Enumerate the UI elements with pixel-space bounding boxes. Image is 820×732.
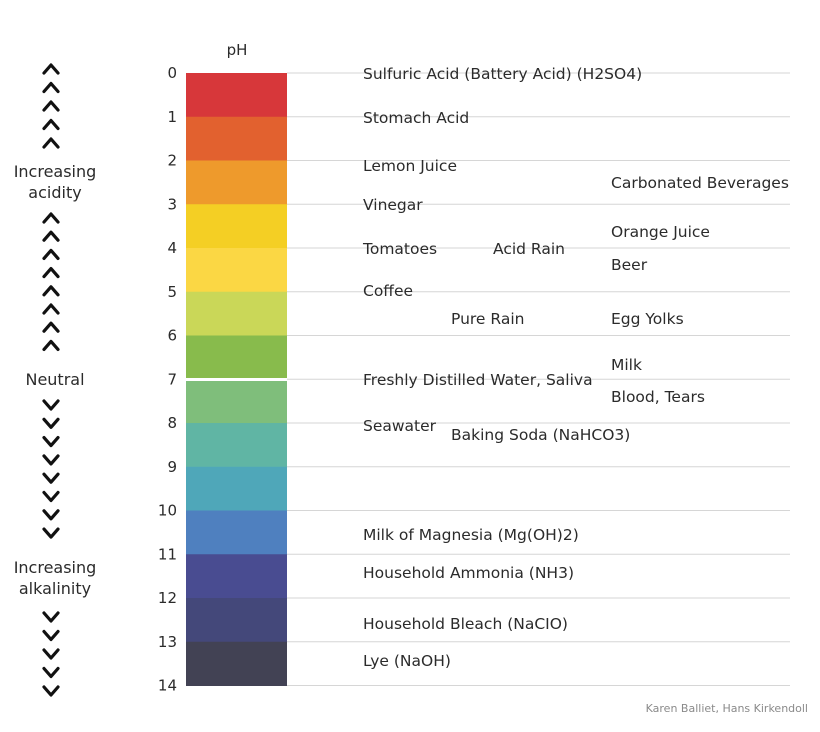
- neutral-label: Neutral: [25, 370, 84, 389]
- chevron-down-icon-23: [42, 648, 60, 660]
- ph-band-4-5: [186, 248, 287, 293]
- chevron-down-icon-22: [42, 629, 60, 642]
- ph-tick-0: 0: [167, 64, 177, 82]
- chevron-up-icon-1: [42, 81, 60, 94]
- substance-milk: Milk: [611, 356, 642, 374]
- ph-tick-8: 8: [167, 414, 177, 432]
- substance-carbonated-beverages: Carbonated Beverages: [611, 174, 789, 192]
- acidity-label-line1: Increasing: [14, 162, 97, 181]
- substance-lemon-juice: Lemon Juice: [363, 157, 457, 175]
- alkalinity-label-line2: alkalinity: [19, 579, 91, 598]
- chevron-down-icon-18: [42, 490, 60, 503]
- ph-tick-9: 9: [167, 458, 177, 476]
- chevron-up-icon-10: [42, 303, 60, 315]
- chevron-down-icon-24: [42, 666, 60, 679]
- ph-band-6-7: [186, 335, 287, 380]
- ph-color-bands: [186, 73, 287, 686]
- substance-acid-rain: Acid Rain: [493, 240, 565, 258]
- substance-coffee: Coffee: [363, 282, 413, 300]
- ph-tick-13: 13: [158, 633, 177, 651]
- substance-vinegar: Vinegar: [363, 196, 423, 214]
- substance-freshly-distilled-water-saliva: Freshly Distilled Water, Saliva: [363, 371, 593, 389]
- ph-tick-11: 11: [158, 545, 177, 563]
- chevron-up-icon-11: [42, 321, 60, 333]
- ph-band-3-4: [186, 204, 287, 249]
- chevron-up-icon-2: [42, 100, 60, 112]
- substance-milk-of-magnesia-mg-oh-2: Milk of Magnesia (Mg(OH)2): [363, 526, 579, 544]
- chevron-down-icon-13: [42, 399, 60, 411]
- ph-band-8-9: [186, 423, 287, 468]
- ph-tick-2: 2: [167, 152, 177, 170]
- alkalinity-label-line1: Increasing: [14, 558, 97, 577]
- ph-tick-1: 1: [167, 108, 177, 126]
- substance-pure-rain: Pure Rain: [451, 310, 524, 328]
- ph-axis-title: pH: [227, 41, 248, 59]
- ph-tick-6: 6: [167, 327, 177, 345]
- substance-household-ammonia-nh3: Household Ammonia (NH3): [363, 564, 574, 582]
- chevron-up-icon-7: [42, 248, 60, 260]
- ph-band-10-11: [186, 510, 287, 555]
- substance-blood-tears: Blood, Tears: [611, 388, 705, 406]
- ph-band-7-8: [186, 379, 287, 424]
- substance-household-bleach-nacio: Household Bleach (NaCIO): [363, 615, 568, 633]
- chevron-up-icon-6: [42, 230, 60, 242]
- chevron-down-icon-17: [42, 472, 60, 484]
- substance-stomach-acid: Stomach Acid: [363, 109, 469, 127]
- chevron-down-icon-14: [42, 417, 60, 429]
- ph-band-11-12: [186, 554, 287, 599]
- chevron-up-icon-3: [42, 118, 60, 131]
- substance-sulfuric-acid-battery-acid-h2so4: Sulfuric Acid (Battery Acid) (H2SO4): [363, 65, 642, 83]
- substance-beer: Beer: [611, 256, 648, 274]
- chevron-up-icon-12: [42, 339, 60, 351]
- chevron-up-icon-4: [42, 137, 60, 149]
- ph-tick-12: 12: [158, 589, 177, 607]
- chevron-up-icon-5: [42, 212, 60, 224]
- substance-seawater: Seawater: [363, 417, 437, 435]
- acidity-label: Increasing acidity: [14, 162, 97, 202]
- chevron-down-icon-16: [42, 454, 60, 466]
- acidity-label-line2: acidity: [28, 183, 81, 202]
- chevron-down-icon-15: [42, 436, 60, 448]
- substance-orange-juice: Orange Juice: [611, 223, 710, 241]
- chevron-down-icon-25: [42, 685, 60, 697]
- ph-band-9-10: [186, 466, 287, 511]
- chevron-up-icon-0: [42, 63, 60, 75]
- chevron-up-icon-9: [42, 285, 60, 297]
- alkalinity-label: Increasing alkalinity: [14, 558, 97, 598]
- substance-egg-yolks: Egg Yolks: [611, 310, 684, 328]
- gridlines: [287, 72, 790, 686]
- chevron-down-icon-21: [42, 611, 60, 623]
- ph-tick-14: 14: [158, 677, 177, 695]
- substance-labels: Sulfuric Acid (Battery Acid) (H2SO4) Stom…: [362, 65, 789, 670]
- ph-tick-10: 10: [158, 502, 177, 520]
- ph-band-13-14: [186, 641, 287, 686]
- ph-band-12-13: [186, 598, 287, 643]
- chevron-up-icon-8: [42, 267, 60, 279]
- ph-tick-5: 5: [167, 283, 177, 301]
- ph-tick-4: 4: [167, 239, 177, 257]
- ph-tick-7: 7: [167, 370, 177, 388]
- ph-band-1-2: [186, 116, 287, 161]
- ph-tick-3: 3: [167, 195, 177, 213]
- ph-band-5-6: [186, 291, 287, 336]
- direction-arrows: [42, 63, 60, 697]
- chevron-down-icon-19: [42, 509, 60, 521]
- substance-lye-naoh: Lye (NaOH): [363, 652, 451, 670]
- credit-text: Karen Balliet, Hans Kirkendoll: [646, 702, 808, 715]
- ph-band-0-1: [186, 73, 287, 118]
- substance-baking-soda-nahco3: Baking Soda (NaHCO3): [451, 426, 630, 444]
- chevron-down-icon-20: [42, 527, 60, 539]
- ph-band-2-3: [186, 160, 287, 205]
- substance-tomatoes: Tomatoes: [362, 240, 437, 258]
